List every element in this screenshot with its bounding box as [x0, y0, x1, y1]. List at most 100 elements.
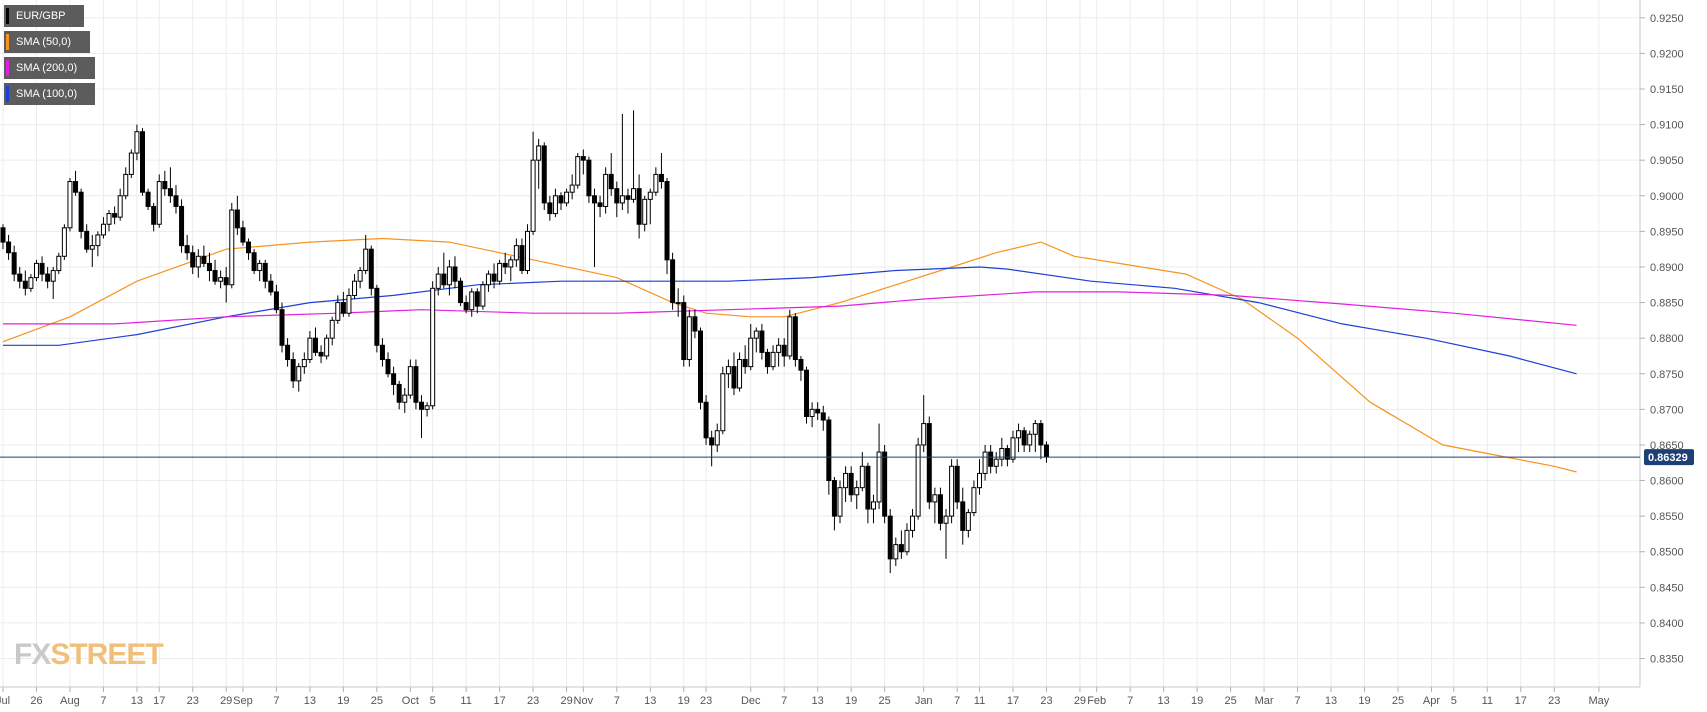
candle [753, 327, 759, 353]
candle-body [781, 344, 787, 357]
price-tick-label: 0.8700 [1650, 404, 1684, 416]
candle [681, 295, 687, 367]
candle [162, 170, 168, 196]
candle-body [368, 248, 374, 289]
candle [268, 274, 274, 296]
candle-body [84, 230, 90, 250]
candle [887, 509, 893, 574]
candle-body [759, 330, 765, 353]
candle-body [491, 273, 497, 282]
candle [28, 274, 34, 292]
date-tick-label: 19 [678, 695, 690, 707]
price-tick-label: 0.9200 [1650, 48, 1684, 60]
candle-body [865, 465, 871, 510]
candle-body [201, 255, 207, 264]
candle [218, 270, 224, 289]
date-tick-label: Aug [60, 695, 80, 707]
candle-body [776, 344, 782, 353]
candle [123, 167, 129, 200]
candle [357, 266, 363, 289]
candle [725, 359, 731, 388]
candle [22, 270, 28, 296]
candle-body [346, 294, 352, 314]
candle-body [597, 202, 603, 207]
candle-body [525, 230, 531, 272]
candle-body [798, 359, 804, 371]
candle-body [100, 223, 106, 236]
date-tick-label: 26 [30, 695, 42, 707]
candle [943, 509, 949, 559]
candle [843, 466, 849, 502]
candle-body [156, 181, 162, 225]
candle [792, 313, 798, 367]
candle [407, 359, 413, 399]
candle-body [541, 145, 547, 204]
legend-item-sma50[interactable]: SMA (50,0) [4, 31, 90, 53]
candle [541, 142, 547, 211]
candle-body [318, 351, 324, 357]
date-tick-label: 25 [1224, 695, 1236, 707]
legend-item-pair[interactable]: EUR/GBP [4, 5, 84, 27]
candle-body [960, 501, 966, 531]
candle [731, 352, 737, 396]
candle-body [385, 359, 391, 375]
date-tick-label: Sep [233, 695, 253, 707]
candle-body [78, 191, 84, 232]
candle [446, 259, 452, 296]
candle [6, 234, 12, 260]
candle [195, 249, 201, 278]
candle-body [379, 344, 385, 361]
date-tick-label: 13 [1158, 695, 1170, 707]
candle-body [943, 515, 949, 524]
candle [324, 334, 330, 360]
candle-body [547, 202, 553, 215]
candle-body [17, 273, 23, 282]
current-price-marker: 0.86329 [0, 449, 1694, 466]
date-tick-label: 29 [1074, 695, 1086, 707]
candle [904, 523, 910, 556]
candle-body [977, 472, 982, 489]
candle [78, 188, 84, 239]
candle-body [413, 366, 419, 403]
candle-body [1043, 444, 1049, 458]
candle [430, 281, 436, 410]
candle-body [982, 451, 988, 474]
date-tick-label: 13 [1325, 695, 1337, 707]
candle-body [363, 248, 369, 272]
candle-body [720, 373, 726, 432]
candle [229, 202, 235, 289]
legend-item-sma200[interactable]: SMA (200,0) [4, 57, 95, 79]
candle [513, 238, 519, 267]
date-tick-label: Nov [574, 695, 594, 707]
legend-item-sma100[interactable]: SMA (100,0) [4, 83, 95, 105]
candle-body [33, 262, 39, 279]
price-tick-labels: 0.8350 0.8400 0.8450 0.8500 0.8550 0.8600 0.86… [1640, 13, 1684, 666]
candle [480, 281, 486, 310]
candle [926, 416, 932, 510]
candle-body [140, 131, 145, 193]
candle-body [128, 152, 134, 175]
date-tick-labels: Jul26Aug713172329Sep7131925Oct511172329N… [0, 687, 1610, 707]
candle [653, 167, 659, 196]
candle-body [642, 198, 648, 225]
candle [898, 530, 904, 559]
candle [865, 462, 871, 524]
date-tick-label: 23 [527, 695, 539, 707]
candle-body [971, 487, 977, 514]
candle [815, 402, 821, 421]
date-tick-label: May [1588, 695, 1609, 707]
date-tick-label: Apr [1423, 695, 1440, 707]
candle-body [737, 359, 743, 389]
price-tick-label: 0.8500 [1650, 547, 1684, 559]
candle [33, 259, 39, 282]
candle-body [497, 262, 503, 282]
candle [988, 444, 994, 474]
price-tick-label: 0.8800 [1650, 333, 1684, 345]
candle-body [686, 316, 692, 361]
date-tick-label: Dec [741, 695, 761, 707]
candle-body [764, 351, 770, 368]
candle [642, 195, 648, 232]
candle-body [134, 131, 140, 154]
